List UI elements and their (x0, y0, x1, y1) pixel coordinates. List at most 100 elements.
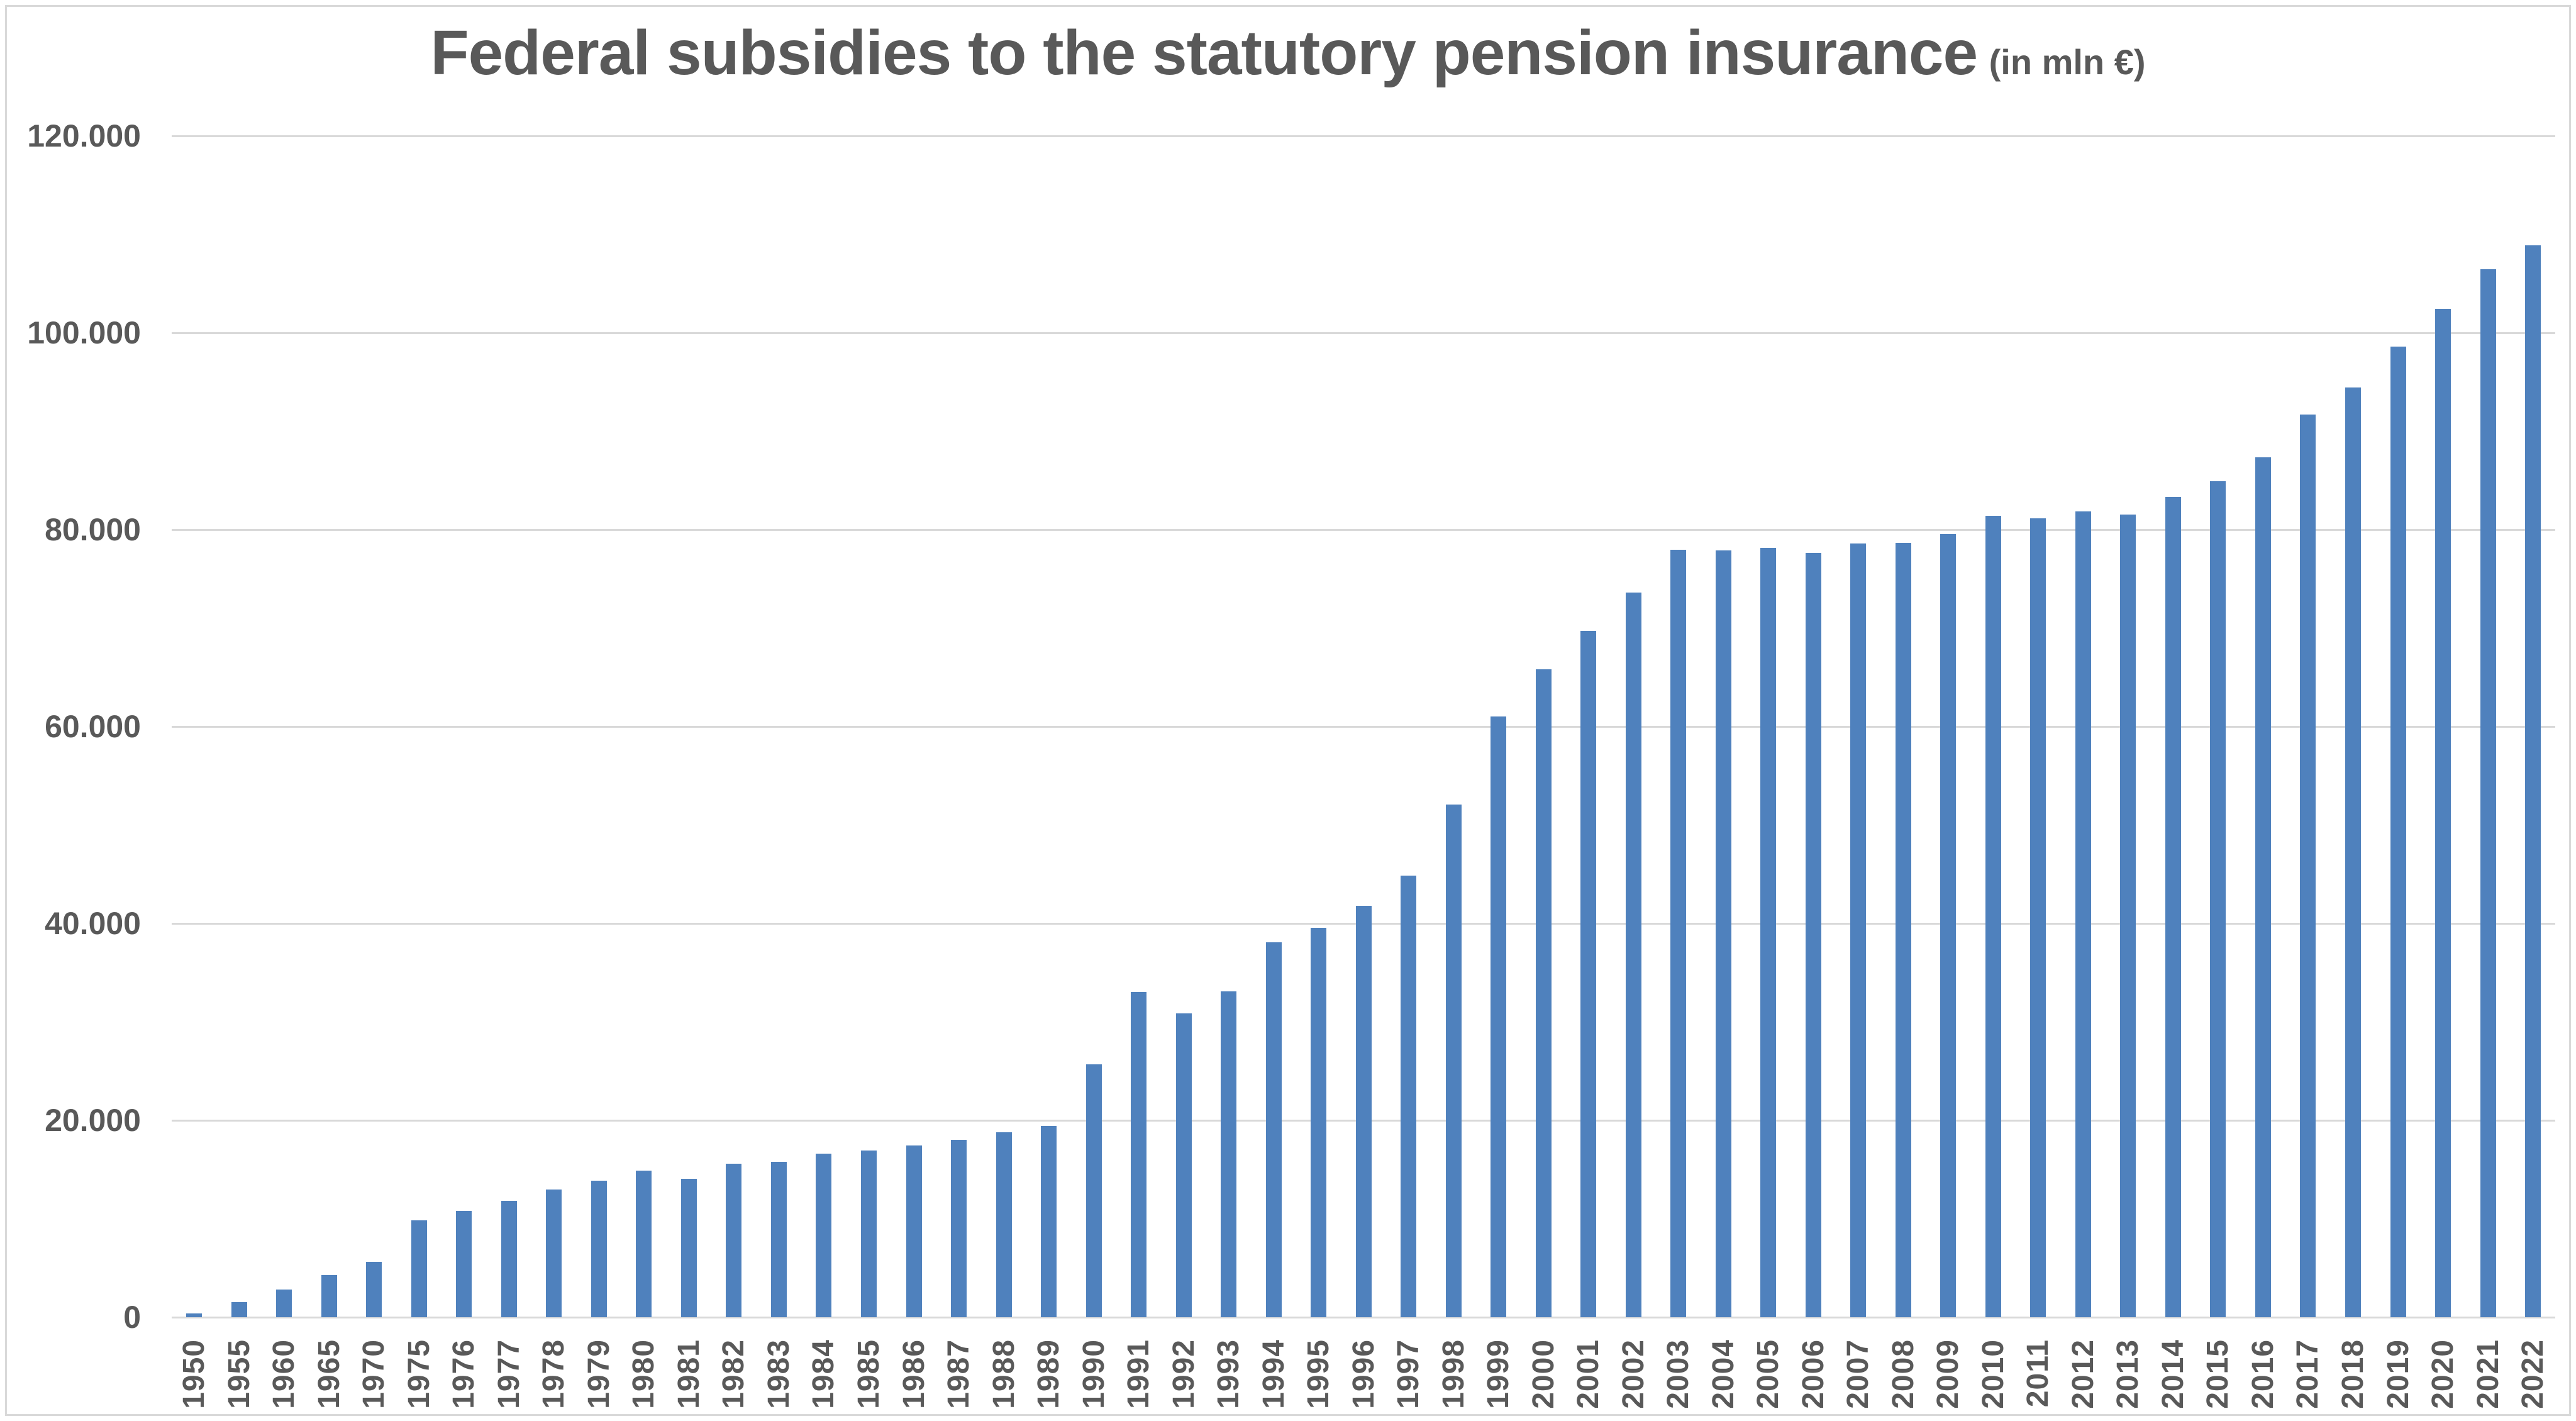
x-slot-2012: 2012 (2061, 1339, 2106, 1421)
bar-1987 (951, 1140, 967, 1317)
x-tick-label-2011: 2011 (2021, 1339, 2055, 1408)
bar-slot-2021 (2465, 136, 2511, 1317)
x-slot-2016: 2016 (2241, 1339, 2286, 1421)
chart-title-unit: (in mln €) (1989, 42, 2146, 82)
x-slot-1981: 1981 (667, 1339, 712, 1421)
x-slot-1986: 1986 (891, 1339, 936, 1421)
y-tick-label-0: 0 (123, 1300, 141, 1335)
bar-1970 (366, 1262, 382, 1317)
bar-2018 (2345, 387, 2361, 1317)
x-tick-label-1977: 1977 (492, 1339, 526, 1409)
x-slot-2002: 2002 (1611, 1339, 1657, 1421)
y-tick-label-120.000: 120.000 (27, 118, 141, 153)
y-tick-label-40.000: 40.000 (45, 906, 141, 941)
x-tick-label-1991: 1991 (1122, 1339, 1156, 1409)
bar-slot-2006 (1791, 136, 1836, 1317)
x-slot-1983: 1983 (757, 1339, 802, 1421)
bar-2008 (1895, 543, 1911, 1317)
x-slot-1965: 1965 (307, 1339, 352, 1421)
bar-1978 (546, 1190, 562, 1317)
bar-slot-2015 (2196, 136, 2241, 1317)
bar-1980 (636, 1170, 652, 1317)
x-slot-1979: 1979 (577, 1339, 622, 1421)
x-slot-1990: 1990 (1071, 1339, 1116, 1421)
y-tick-label-20.000: 20.000 (45, 1103, 141, 1138)
bar-slot-1982 (711, 136, 757, 1317)
x-tick-label-2018: 2018 (2336, 1339, 2370, 1409)
x-tick-label-1960: 1960 (267, 1339, 301, 1409)
x-tick-label-2022: 2022 (2516, 1339, 2550, 1409)
x-tick-label-1994: 1994 (1257, 1339, 1291, 1409)
x-tick-label-2014: 2014 (2156, 1339, 2190, 1409)
bar-slot-2011 (2016, 136, 2061, 1317)
x-slot-1975: 1975 (397, 1339, 442, 1421)
x-tick-label-1955: 1955 (222, 1339, 256, 1409)
bar-2022 (2525, 245, 2541, 1317)
bar-slot-1960 (262, 136, 307, 1317)
bar-slot-2005 (1746, 136, 1791, 1317)
x-tick-label-1978: 1978 (537, 1339, 571, 1409)
bar-1975 (411, 1220, 427, 1317)
y-gridline (172, 726, 2555, 728)
bar-slot-2022 (2511, 136, 2556, 1317)
bar-1982 (726, 1164, 742, 1317)
x-slot-2004: 2004 (1701, 1339, 1746, 1421)
bar-1990 (1085, 1064, 1102, 1317)
bar-slot-2017 (2285, 136, 2331, 1317)
x-slot-1984: 1984 (801, 1339, 847, 1421)
x-tick-label-1984: 1984 (807, 1339, 841, 1409)
x-tick-label-2017: 2017 (2291, 1339, 2325, 1409)
x-tick-label-2009: 2009 (1931, 1339, 1965, 1409)
bar-slot-1976 (441, 136, 487, 1317)
bar-slot-1975 (397, 136, 442, 1317)
x-tick-label-1950: 1950 (177, 1339, 211, 1409)
bar-slot-2002 (1611, 136, 1657, 1317)
x-tick-label-2012: 2012 (2066, 1339, 2100, 1409)
x-tick-label-2004: 2004 (1706, 1339, 1740, 1409)
bar-1955 (231, 1302, 247, 1317)
x-tick-label-1990: 1990 (1077, 1339, 1111, 1409)
chart-title: Federal subsidies to the statutory pensi… (7, 17, 2569, 89)
bar-1977 (501, 1201, 517, 1317)
bar-2010 (1985, 516, 2001, 1317)
bar-slot-1980 (621, 136, 667, 1317)
x-tick-label-2010: 2010 (1976, 1339, 2010, 1409)
bar-1998 (1445, 805, 1462, 1317)
x-axis-baseline (172, 1317, 2555, 1318)
bar-slot-1955 (217, 136, 262, 1317)
bar-slot-1979 (577, 136, 622, 1317)
x-slot-2011: 2011 (2016, 1339, 2061, 1421)
bar-slot-2012 (2061, 136, 2106, 1317)
x-slot-1995: 1995 (1296, 1339, 1341, 1421)
bar-slot-2016 (2241, 136, 2286, 1317)
chart-frame: Federal subsidies to the statutory pensi… (5, 5, 2571, 1416)
y-gridline (172, 528, 2555, 531)
x-tick-label-1979: 1979 (582, 1339, 616, 1409)
bar-slot-1984 (801, 136, 847, 1317)
x-tick-label-1983: 1983 (762, 1339, 796, 1409)
bar-1976 (456, 1210, 472, 1317)
bar-2015 (2210, 481, 2226, 1317)
bar-slot-1993 (1206, 136, 1252, 1317)
bar-1994 (1265, 942, 1282, 1317)
bar-slot-1978 (531, 136, 577, 1317)
x-slot-2020: 2020 (2421, 1339, 2466, 1421)
x-slot-2010: 2010 (1971, 1339, 2016, 1421)
bar-slot-1990 (1071, 136, 1116, 1317)
bar-slot-1999 (1476, 136, 1521, 1317)
bar-1984 (816, 1154, 832, 1317)
x-tick-label-2020: 2020 (2426, 1339, 2460, 1409)
x-tick-label-2005: 2005 (1752, 1339, 1785, 1409)
x-slot-1988: 1988 (981, 1339, 1026, 1421)
y-gridline (172, 135, 2555, 137)
x-tick-label-1988: 1988 (987, 1339, 1021, 1409)
bar-slot-1992 (1161, 136, 1206, 1317)
x-tick-label-2003: 2003 (1662, 1339, 1696, 1409)
x-slot-2000: 2000 (1521, 1339, 1566, 1421)
x-tick-label-1989: 1989 (1032, 1339, 1066, 1409)
x-tick-label-2002: 2002 (1616, 1339, 1650, 1409)
x-slot-2022: 2022 (2511, 1339, 2556, 1421)
bar-2020 (2435, 308, 2451, 1317)
bar-1986 (906, 1145, 922, 1317)
